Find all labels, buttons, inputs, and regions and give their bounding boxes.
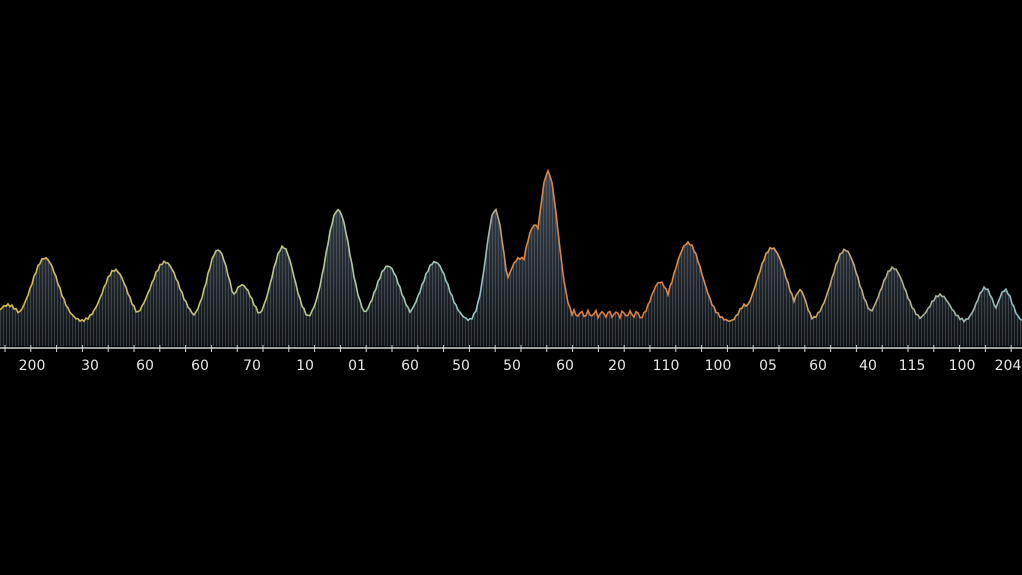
waveform-hatch xyxy=(0,170,1022,346)
axis-label: 115 xyxy=(899,358,926,374)
axis-label: 60 xyxy=(136,358,154,374)
axis-label: 05 xyxy=(759,358,777,374)
axis-label: 10 xyxy=(296,358,314,374)
axis-label: 60 xyxy=(191,358,209,374)
axis-label: 204 xyxy=(995,358,1022,374)
axis-label: 50 xyxy=(452,358,470,374)
axis-label: 30 xyxy=(81,358,99,374)
axis-label: 60 xyxy=(556,358,574,374)
axis-label: 110 xyxy=(653,358,680,374)
axis-label: 01 xyxy=(348,358,366,374)
axis-label: 60 xyxy=(401,358,419,374)
axis-ticks xyxy=(4,345,1012,352)
axis-label: 40 xyxy=(859,358,877,374)
axis-label: 60 xyxy=(809,358,827,374)
waveform-line xyxy=(0,168,1022,323)
axis-label: 70 xyxy=(243,358,261,374)
waveform xyxy=(0,168,1022,346)
axis-labels: 200 30 60 60 70 10 01 60 50 50 60 20 110 100 05 60 40 115… xyxy=(19,358,1022,374)
axis-label: 100 xyxy=(949,358,976,374)
axis-label: 20 xyxy=(608,358,626,374)
axis-label: 50 xyxy=(503,358,521,374)
axis-label: 100 xyxy=(705,358,732,374)
axis-label: 200 xyxy=(19,358,46,374)
